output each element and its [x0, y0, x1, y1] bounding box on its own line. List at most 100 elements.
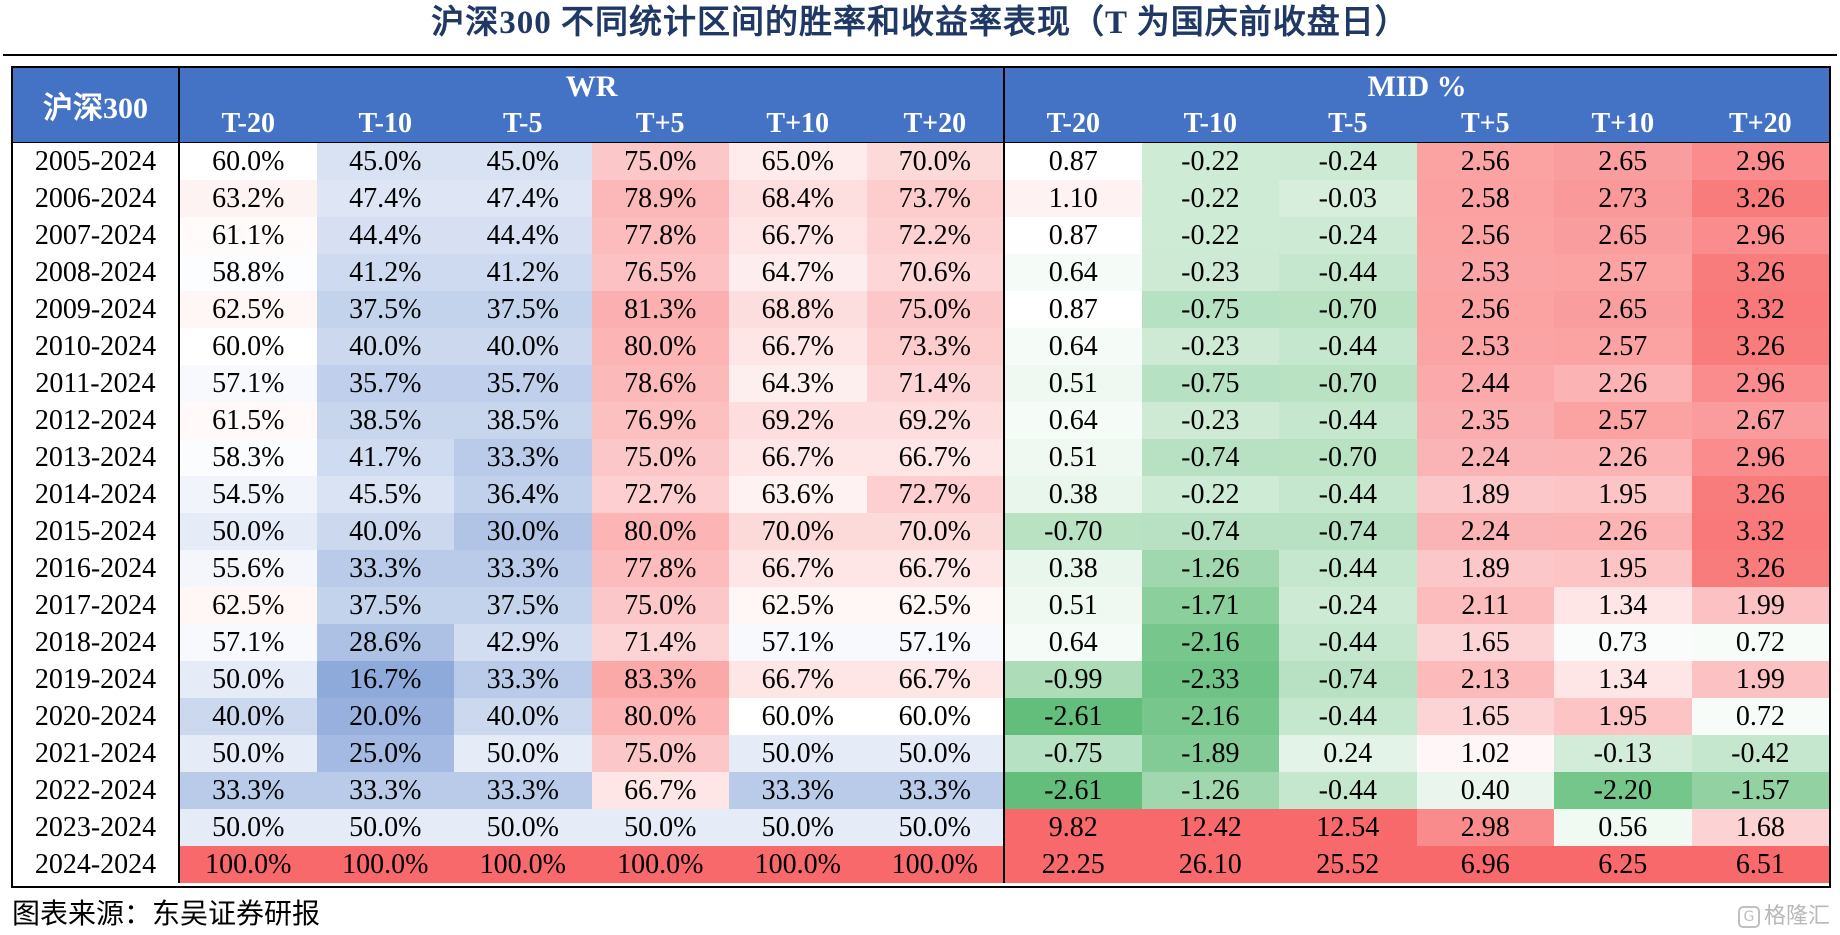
mid-cell: -0.23 — [1141, 254, 1280, 291]
wr-cell: 100.0% — [179, 846, 317, 883]
mid-cell: 1.95 — [1554, 698, 1692, 735]
table-row: 2020-2024 40.0% 20.0% 40.0% 80.0% 60.0% 60.0% -… — [13, 698, 1830, 735]
mid-cell: -0.70 — [1279, 439, 1417, 476]
row-label: 2013-2024 — [13, 439, 180, 476]
wr-cell: 64.7% — [729, 254, 867, 291]
wr-cell: 70.6% — [866, 254, 1006, 291]
mid-cell: 2.96 — [1691, 142, 1830, 180]
mid-cell: -0.70 — [1004, 513, 1142, 550]
wr-cell: 72.7% — [591, 476, 729, 513]
wr-cell: 100.0% — [866, 846, 1006, 883]
watermark-logo-icon: G — [1737, 906, 1760, 928]
wr-cell: 50.0% — [179, 809, 317, 846]
mid-cell: -0.22 — [1141, 180, 1280, 217]
mid-cell: -0.44 — [1279, 254, 1417, 291]
mid-cell: 2.96 — [1691, 217, 1830, 254]
wr-cell: 73.7% — [866, 180, 1006, 217]
mid-cell: -0.75 — [1004, 735, 1142, 772]
mid-cell: 0.51 — [1004, 587, 1142, 624]
mid-cell: 2.96 — [1691, 365, 1830, 402]
wr-cell: 65.0% — [729, 142, 867, 180]
wr-cell: 47.4% — [316, 180, 454, 217]
mid-cell: 2.53 — [1416, 328, 1555, 365]
mid-cell: 25.52 — [1279, 846, 1417, 883]
row-label: 2018-2024 — [13, 624, 180, 661]
mid-cell: 2.11 — [1416, 587, 1555, 624]
mid-cell: 0.51 — [1004, 439, 1142, 476]
wr-cell: 37.5% — [316, 291, 454, 328]
wr-cell: 80.0% — [591, 698, 729, 735]
wr-cell: 71.4% — [866, 365, 1006, 402]
wr-cell: 100.0% — [591, 846, 729, 883]
mid-cell: 1.34 — [1554, 587, 1692, 624]
mid-cell: 2.56 — [1416, 142, 1555, 180]
row-label: 2024-2024 — [13, 846, 180, 883]
wr-cell: 50.0% — [866, 735, 1006, 772]
mid-cell: -1.71 — [1141, 587, 1280, 624]
mid-cell: -0.22 — [1141, 476, 1280, 513]
wr-cell: 37.5% — [316, 587, 454, 624]
mid-cell: 3.32 — [1691, 291, 1830, 328]
mid-cell: 0.40 — [1416, 772, 1555, 809]
wr-cell: 66.7% — [591, 772, 729, 809]
mid-cell: 2.58 — [1416, 180, 1555, 217]
wr-cell: 60.0% — [179, 328, 317, 365]
wr-cell: 55.6% — [179, 550, 317, 587]
mid-cell: -0.74 — [1279, 661, 1417, 698]
mid-cell: -0.42 — [1691, 735, 1830, 772]
wr-cell: 68.4% — [729, 180, 867, 217]
column-header-mid-4: T+10 — [1554, 106, 1692, 143]
wr-cell: 50.0% — [454, 735, 592, 772]
mid-cell: 0.73 — [1554, 624, 1692, 661]
wr-cell: 33.3% — [179, 772, 317, 809]
mid-cell: 0.38 — [1004, 550, 1142, 587]
table-row: 2021-2024 50.0% 25.0% 50.0% 75.0% 50.0% 50.0% -… — [13, 735, 1830, 772]
wr-cell: 41.7% — [316, 439, 454, 476]
wr-cell: 77.8% — [591, 550, 729, 587]
wr-cell: 28.6% — [316, 624, 454, 661]
mid-cell: 3.26 — [1691, 476, 1830, 513]
mid-cell: -2.33 — [1141, 661, 1280, 698]
wr-cell: 66.7% — [729, 328, 867, 365]
mid-cell: 2.65 — [1554, 217, 1692, 254]
mid-cell: -0.70 — [1279, 365, 1417, 402]
mid-cell: -0.24 — [1279, 587, 1417, 624]
wr-cell: 100.0% — [454, 846, 592, 883]
mid-cell: -0.44 — [1279, 402, 1417, 439]
wr-cell: 50.0% — [729, 809, 867, 846]
table-row: 2010-2024 60.0% 40.0% 40.0% 80.0% 66.7% 73.3% 0… — [13, 328, 1830, 365]
wr-cell: 35.7% — [316, 365, 454, 402]
table-row: 2019-2024 50.0% 16.7% 33.3% 83.3% 66.7% 66.7% -… — [13, 661, 1830, 698]
mid-cell: 1.95 — [1554, 476, 1692, 513]
wr-cell: 66.7% — [866, 661, 1006, 698]
data-table: 沪深300 WR MID % T-20 T-10 T-5 T+5 T+10 T+20 T-2… — [13, 68, 1830, 883]
wr-cell: 64.3% — [729, 365, 867, 402]
mid-cell: 2.67 — [1691, 402, 1830, 439]
wr-cell: 40.0% — [179, 698, 317, 735]
wr-cell: 33.3% — [316, 772, 454, 809]
mid-cell: -0.44 — [1279, 698, 1417, 735]
wr-cell: 58.8% — [179, 254, 317, 291]
wr-cell: 80.0% — [591, 328, 729, 365]
mid-cell: 3.26 — [1691, 254, 1830, 291]
column-header-mid-1: T-10 — [1141, 106, 1280, 143]
column-header-wr-1: T-10 — [316, 106, 454, 143]
wr-cell: 25.0% — [316, 735, 454, 772]
wr-cell: 66.7% — [866, 550, 1006, 587]
mid-cell: 0.51 — [1004, 365, 1142, 402]
row-label: 2019-2024 — [13, 661, 180, 698]
mid-cell: 1.65 — [1416, 624, 1555, 661]
wr-cell: 66.7% — [729, 661, 867, 698]
wr-cell: 38.5% — [454, 402, 592, 439]
mid-cell: 3.32 — [1691, 513, 1830, 550]
row-label: 2020-2024 — [13, 698, 180, 735]
mid-cell: 2.53 — [1416, 254, 1555, 291]
wr-cell: 33.3% — [454, 439, 592, 476]
table-row: 2017-2024 62.5% 37.5% 37.5% 75.0% 62.5% 62.5% 0… — [13, 587, 1830, 624]
mid-cell: -1.26 — [1141, 772, 1280, 809]
mid-cell: -1.89 — [1141, 735, 1280, 772]
wr-cell: 63.6% — [729, 476, 867, 513]
mid-cell: 0.87 — [1004, 142, 1142, 180]
row-label: 2016-2024 — [13, 550, 180, 587]
column-header-mid-2: T-5 — [1279, 106, 1417, 143]
